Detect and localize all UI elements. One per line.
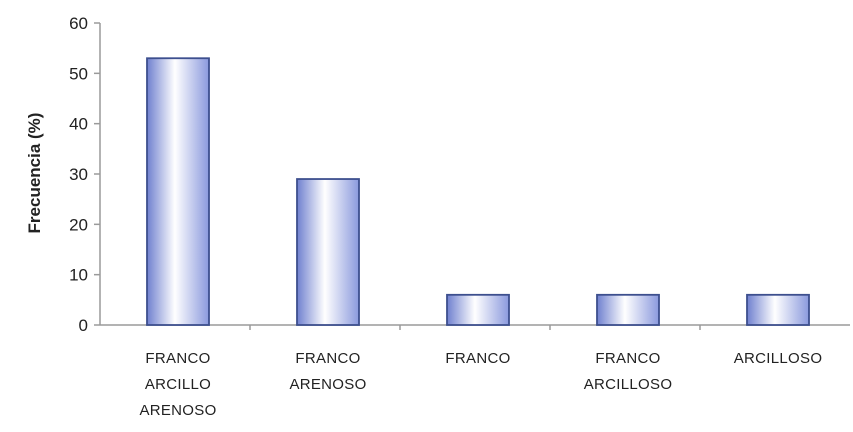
y-tick-label: 40 xyxy=(69,115,88,134)
x-category-label: ARCILLOSO xyxy=(584,376,673,393)
y-tick-label: 20 xyxy=(69,215,88,234)
y-tick-label: 60 xyxy=(69,14,88,33)
x-category-label: ARENOSO xyxy=(289,376,366,393)
y-tick-label: 0 xyxy=(79,316,88,335)
y-tick-label: 10 xyxy=(69,266,88,285)
x-category-label: ARCILLO xyxy=(145,376,211,393)
x-category-label: FRANCO xyxy=(145,350,210,367)
axes xyxy=(99,23,850,330)
x-category-label: ARCILLOSO xyxy=(734,350,823,367)
y-ticks: 0 10 20 30 40 50 60 xyxy=(69,14,100,335)
bar xyxy=(596,293,660,326)
bar xyxy=(296,178,360,326)
category-labels: FRANCO ARCILLO ARENOSO FRANCO ARENOSO FRANCO F… xyxy=(139,350,822,419)
bar xyxy=(746,293,810,326)
bar xyxy=(446,293,510,326)
bar xyxy=(146,57,210,326)
x-category-label: FRANCO xyxy=(295,350,360,367)
bars xyxy=(146,57,810,326)
y-axis-label: Frecuencia (%) xyxy=(25,113,44,234)
y-tick-label: 50 xyxy=(69,64,88,83)
x-category-label: FRANCO xyxy=(595,350,660,367)
x-category-label: FRANCO xyxy=(445,350,510,367)
x-category-label: ARENOSO xyxy=(139,402,216,419)
y-tick-label: 30 xyxy=(69,165,88,184)
